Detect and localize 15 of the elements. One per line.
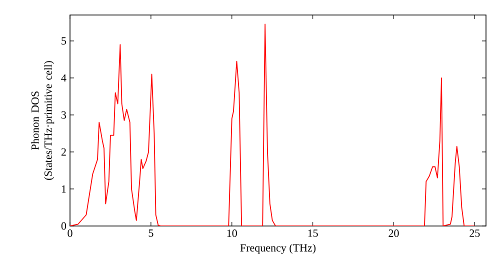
y-tick-label: 5 bbox=[62, 37, 66, 45]
y-tick-label: 1 bbox=[62, 185, 66, 193]
x-tick-label: 10 bbox=[227, 230, 237, 237]
y-tick-label: 0 bbox=[61, 222, 66, 230]
line-series bbox=[70, 24, 476, 226]
x-tick-label: 5 bbox=[148, 230, 154, 237]
x-axis-title: Frequency (THz) bbox=[240, 244, 316, 254]
y-tick-label: 4 bbox=[61, 74, 66, 82]
x-tick-label: 20 bbox=[388, 230, 399, 237]
x-tick-label: 15 bbox=[308, 230, 318, 237]
x-tick-label: 0 bbox=[68, 230, 72, 237]
y-tick-label: 3 bbox=[62, 111, 66, 119]
y-tick-label: 2 bbox=[61, 148, 66, 156]
x-tick-label: 25 bbox=[470, 230, 480, 237]
y-axis-title: Phonon DOS (States/THz·primitive cell) bbox=[31, 61, 54, 180]
